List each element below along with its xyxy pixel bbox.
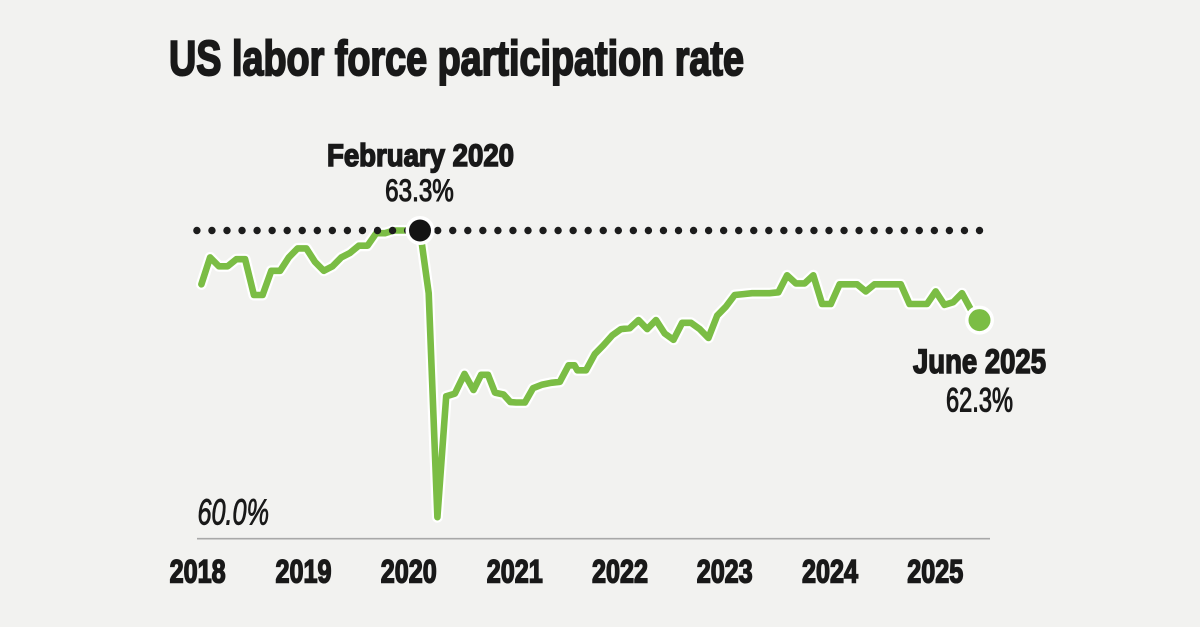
svg-text:2022: 2022 <box>592 552 648 589</box>
svg-text:June 2025: June 2025 <box>913 343 1046 381</box>
svg-text:2025: 2025 <box>907 552 963 589</box>
svg-text:2021: 2021 <box>487 552 543 589</box>
svg-text:63.3%: 63.3% <box>385 172 454 208</box>
svg-text:2020: 2020 <box>381 552 437 589</box>
svg-text:60.0%: 60.0% <box>198 492 270 533</box>
svg-text:2023: 2023 <box>697 552 753 589</box>
svg-text:US labor force participation r: US labor force participation rate <box>169 31 744 86</box>
svg-text:2024: 2024 <box>802 552 859 589</box>
svg-text:2019: 2019 <box>276 552 332 589</box>
svg-text:2018: 2018 <box>170 552 226 589</box>
svg-text:February 2020: February 2020 <box>327 137 514 173</box>
svg-text:62.3%: 62.3% <box>946 382 1013 420</box>
